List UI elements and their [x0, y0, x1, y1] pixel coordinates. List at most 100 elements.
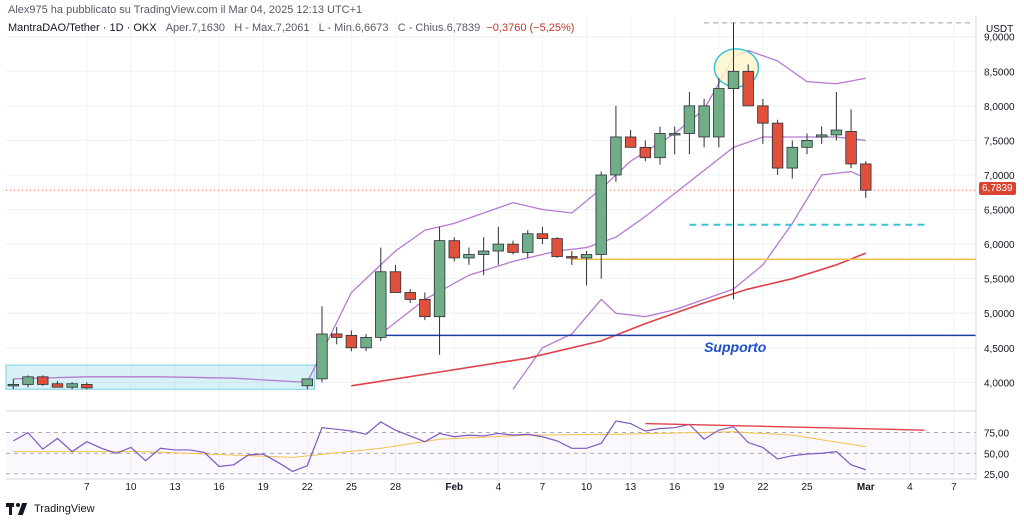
close-value: C - Chius.6,7839 — [397, 22, 481, 34]
rsi-line — [13, 420, 866, 473]
candle-body — [757, 105, 769, 124]
candle-body — [419, 299, 431, 318]
candle-body — [375, 271, 387, 338]
candle-body — [624, 136, 637, 148]
last-price-tag: 6,7839 — [979, 182, 1016, 196]
time-tick-label: 4 — [496, 482, 502, 493]
candle-body — [595, 174, 607, 255]
rsi-divergence-line — [645, 422, 925, 431]
time-tick-label: 7 — [540, 482, 546, 493]
time-tick-label: 28 — [390, 482, 402, 493]
time-tick-label: Feb — [445, 482, 463, 493]
time-tick-label: 13 — [625, 482, 637, 493]
candle-body — [492, 243, 505, 252]
rsi-tick-label: 25,00 — [984, 470, 1009, 481]
candle-body — [669, 133, 681, 136]
candle-body — [37, 376, 49, 385]
time-tick-label: 19 — [713, 482, 725, 493]
brand-label: TradingView — [34, 503, 95, 515]
horizontal-levels — [6, 22, 976, 337]
bollinger-bands — [13, 49, 867, 390]
candle-body — [815, 134, 828, 138]
time-tick-label: 10 — [581, 482, 593, 493]
open-value: Aper.7,1630 — [165, 22, 226, 34]
footer: TradingView — [6, 503, 95, 515]
rsi-pane — [6, 420, 976, 475]
price-tick-label: 9,0000 — [984, 33, 1015, 44]
time-tick-label: 25 — [801, 482, 813, 493]
candle-body — [7, 384, 20, 387]
price-tick-label: 7,5000 — [984, 136, 1015, 147]
candle-body — [845, 131, 857, 165]
price-tick-label: 6,0000 — [984, 240, 1015, 251]
axes: 9,0000 8,5000 8,0000 7,5000 7,0000 6,5000 6,00… — [6, 16, 1015, 493]
time-tick-label: 13 — [169, 482, 181, 493]
low-value: L - Min.6,6673 — [318, 22, 389, 34]
candle-body — [551, 238, 563, 257]
candle-body — [360, 337, 372, 349]
currency-label: USDT — [986, 24, 1014, 35]
candle-body — [786, 146, 798, 169]
candle-body — [463, 254, 475, 259]
time-tick-label: 7 — [951, 482, 957, 493]
candle-body — [742, 70, 754, 107]
candle-body — [654, 133, 666, 159]
candle-body — [771, 122, 784, 169]
candle-body — [404, 292, 416, 300]
candle-body — [610, 136, 622, 176]
price-tick-label: 5,0000 — [984, 309, 1015, 320]
tradingview-logo-icon — [6, 503, 28, 515]
candle-body — [698, 105, 710, 138]
time-tick-label: 25 — [346, 482, 358, 493]
candle-body — [330, 333, 343, 338]
time-tick-label: 22 — [757, 482, 769, 493]
symbol-label: MantraDAO/Tether · 1D · OKX — [8, 22, 157, 34]
candle-body — [345, 334, 358, 349]
candle-body — [81, 384, 93, 389]
bollinger-upper — [13, 49, 866, 384]
candle-body — [639, 146, 652, 159]
price-tick-label: 4,0000 — [984, 378, 1015, 389]
candle-body — [566, 256, 578, 259]
candle-body — [477, 250, 490, 255]
publisher-line: Alex975 ha pubblicato su TradingView.com… — [8, 4, 363, 16]
bollinger-middle — [380, 136, 866, 335]
price-tick-label: 5,5000 — [984, 275, 1015, 286]
candle-body — [683, 105, 696, 134]
price-tick-label: 6,5000 — [984, 206, 1015, 217]
bollinger-lower — [512, 170, 867, 390]
time-tick-label: 16 — [214, 482, 226, 493]
candle-body — [51, 383, 64, 388]
rsi-tick-label: 75,00 — [984, 429, 1009, 440]
candle-body — [801, 140, 813, 148]
candle-body — [713, 88, 725, 138]
candle-body — [860, 163, 872, 191]
high-value: H - Max.7,2061 — [234, 22, 310, 34]
time-tick-label: 10 — [125, 482, 137, 493]
candles — [7, 22, 872, 390]
candle-body — [433, 240, 446, 318]
candle-body — [522, 233, 534, 253]
candle-body — [66, 383, 78, 388]
change-value: −0,3760 (−5,25%) — [486, 22, 575, 34]
time-tick-label: 19 — [258, 482, 270, 493]
candle-body — [316, 333, 328, 380]
time-tick-label: 22 — [302, 482, 314, 493]
candle-body — [22, 376, 34, 385]
candle-body — [389, 271, 402, 293]
candle-body — [448, 240, 460, 259]
rsi-signal-line — [13, 431, 866, 458]
candle-body — [830, 129, 843, 136]
ohlc-legend: MantraDAO/Tether · 1D · OKX Aper.7,1630 … — [8, 22, 574, 34]
moving-average-line — [351, 252, 867, 387]
candle-body — [301, 378, 313, 387]
time-tick-label: 4 — [907, 482, 913, 493]
time-tick-label: Mar — [857, 482, 875, 493]
grid-lines — [6, 16, 976, 478]
candle-body — [507, 243, 519, 253]
price-tick-label: 4,5000 — [984, 344, 1015, 355]
price-tick-label: 7,0000 — [984, 171, 1015, 182]
candle-body — [580, 254, 593, 259]
candle-body — [727, 70, 740, 89]
